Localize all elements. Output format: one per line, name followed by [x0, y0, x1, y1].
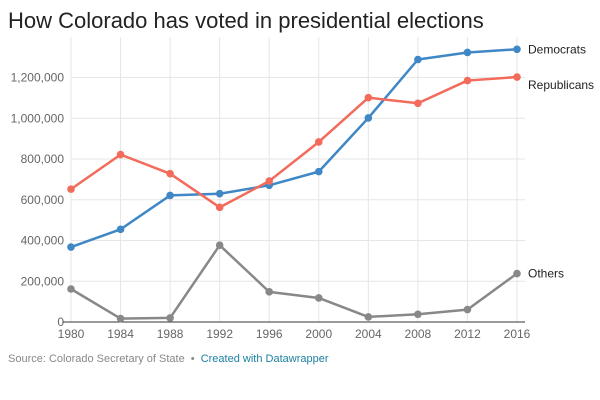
x-tick-label: 1980 — [58, 327, 85, 341]
data-point — [116, 225, 125, 234]
y-tick-label: 400,000 — [21, 234, 65, 248]
y-tick-label: 200,000 — [21, 274, 65, 288]
datawrapper-credit-link[interactable]: Created with Datawrapper — [200, 353, 329, 365]
x-tick-label: 1996 — [256, 327, 283, 341]
series-democrats — [67, 45, 521, 251]
chart-footer: Source: Colorado Secretary of State • Cr… — [8, 353, 329, 365]
series-group — [67, 45, 521, 323]
data-point — [513, 269, 521, 278]
data-point — [166, 314, 174, 322]
series-end-label: Democrats — [528, 42, 586, 56]
y-tick-label: 800,000 — [21, 152, 65, 166]
x-tick-label: 2008 — [405, 327, 432, 341]
data-point — [215, 189, 224, 198]
x-tick-label: 2012 — [454, 327, 481, 341]
series-end-label: Republicans — [528, 78, 594, 92]
y-tick-label: 1,200,000 — [11, 71, 65, 85]
data-point — [414, 55, 422, 64]
series-republicans — [67, 73, 521, 212]
series-line — [69, 75, 519, 209]
data-point — [463, 305, 472, 314]
y-tick-label: 0 — [57, 315, 64, 329]
series-end-label: Others — [528, 267, 564, 281]
series-line — [69, 48, 519, 249]
data-point — [265, 288, 274, 296]
x-tick-label: 2000 — [305, 327, 332, 341]
grid-lines — [70, 37, 525, 322]
footer-separator: • — [190, 353, 195, 365]
data-point — [265, 177, 274, 185]
data-point — [215, 241, 224, 250]
data-point — [414, 310, 422, 319]
y-axis-tick-labels: 0 200,000 400,000 600,000 800,000 1,000,000 1,… — [11, 71, 65, 329]
data-point — [414, 99, 422, 108]
data-point — [314, 167, 323, 176]
data-point — [215, 203, 224, 212]
data-point — [364, 313, 373, 321]
data-point — [364, 114, 373, 122]
data-point — [364, 93, 373, 102]
y-tick-label: 600,000 — [21, 193, 65, 207]
x-tick-label: 1988 — [157, 327, 184, 341]
data-point — [166, 169, 174, 178]
data-point — [463, 76, 472, 85]
source-note: Source: Colorado Secretary of State — [8, 353, 185, 365]
x-tick-label: 1992 — [206, 327, 233, 341]
data-point — [67, 243, 75, 251]
data-point — [463, 48, 472, 57]
data-point — [513, 45, 521, 54]
data-point — [116, 150, 125, 159]
data-point — [314, 138, 323, 146]
data-point — [116, 314, 125, 323]
data-point — [67, 285, 75, 293]
x-axis-tick-labels: 1980 1984 1988 1992 1996 2000 2004 2008 2012 2016 — [58, 327, 531, 341]
y-tick-label: 1,000,000 — [11, 111, 65, 125]
data-point — [513, 73, 521, 81]
data-point — [67, 185, 75, 193]
series-labels: Democrats Republicans Others — [528, 42, 594, 280]
series-others — [67, 241, 521, 323]
x-tick-label: 2016 — [504, 327, 531, 341]
series-line — [69, 243, 519, 320]
data-point — [314, 294, 323, 302]
data-point — [166, 191, 174, 200]
chart-title: How Colorado has voted in presidential e… — [8, 8, 484, 33]
x-tick-label: 2004 — [355, 327, 382, 341]
x-tick-label: 1984 — [107, 327, 134, 341]
